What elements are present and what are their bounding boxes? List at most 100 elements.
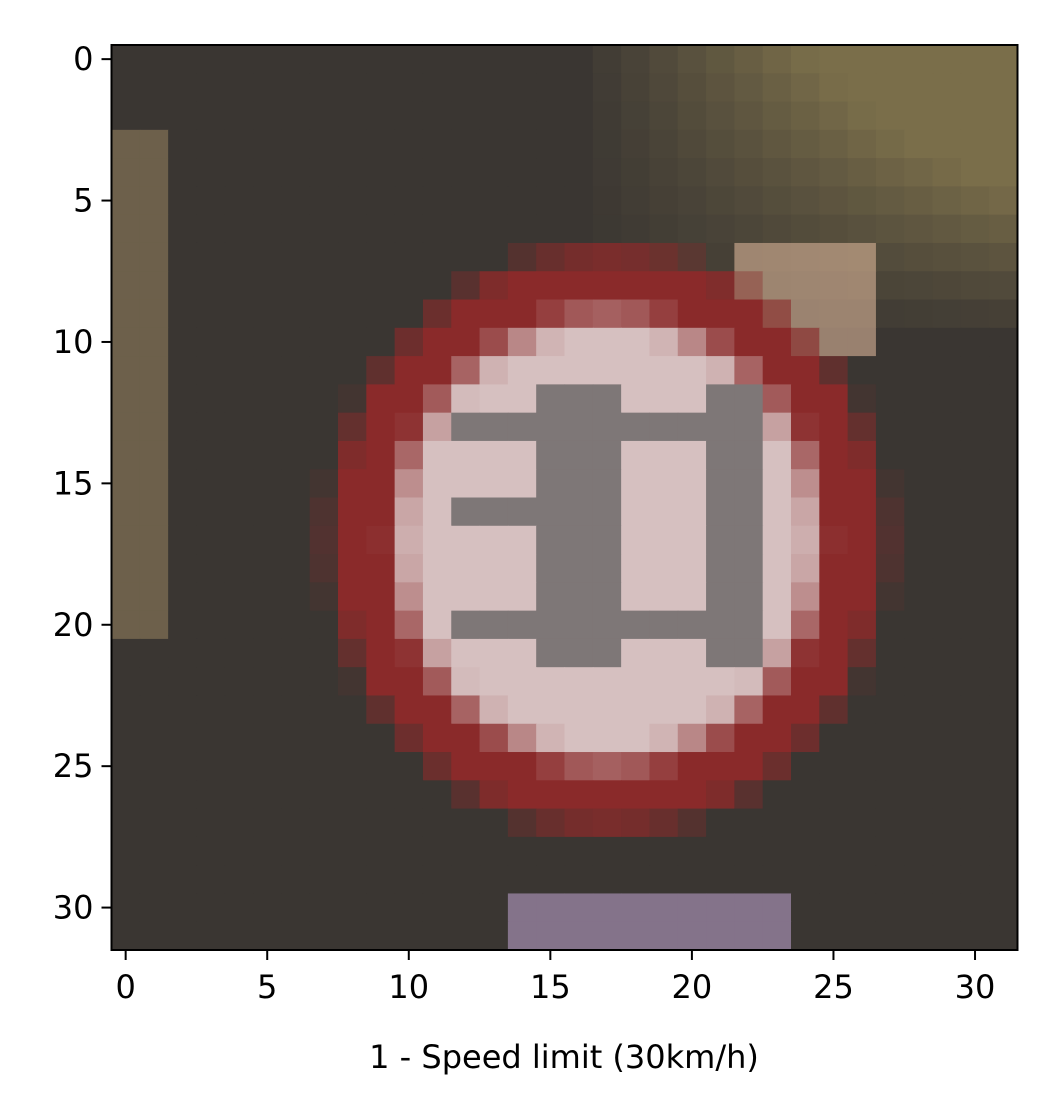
pixel-cell [224, 836, 254, 866]
pixel-cell [960, 921, 990, 951]
pixel-cell [253, 384, 282, 414]
pixel-cell [847, 73, 877, 103]
pixel-cell [706, 752, 735, 781]
pixel-cell [536, 836, 566, 866]
pixel-cell [224, 667, 254, 697]
pixel-cell [536, 440, 566, 470]
pixel-cell [932, 158, 962, 188]
pixel-cell [139, 525, 169, 555]
pixel-cell [734, 299, 764, 329]
pixel-cell [224, 525, 254, 555]
pixel-cell [791, 129, 820, 159]
y-tick-label: 30 [53, 889, 94, 927]
pixel-cell [989, 356, 1019, 385]
pixel-cell [168, 921, 198, 951]
pixel-cell [734, 327, 764, 357]
pixel-cell [819, 582, 849, 612]
pixel-cell [932, 186, 962, 216]
pixel-cell [338, 667, 367, 697]
pixel-cell [706, 893, 735, 923]
pixel-cell [989, 497, 1019, 527]
pixel-cell [281, 695, 311, 725]
pixel-cell [904, 45, 934, 74]
pixel-cell [706, 497, 735, 527]
pixel-cell [989, 780, 1019, 810]
pixel-cell [621, 554, 651, 583]
x-axis: 0 5 10 15 20 25 30 [115, 950, 995, 1006]
pixel-cell [168, 723, 198, 753]
pixel-cell [139, 45, 169, 74]
pixel-cell [960, 45, 990, 74]
pixel-cell [111, 412, 141, 442]
pixel-cell [224, 158, 254, 188]
pixel-cell [706, 865, 735, 895]
pixel-cell [253, 667, 282, 697]
pixel-cell [734, 271, 764, 301]
pixel-cell [253, 808, 282, 838]
pixel-cell [507, 752, 537, 781]
pixel-cell [819, 129, 849, 159]
pixel-cell [819, 695, 849, 725]
pixel-cell [819, 554, 849, 583]
pixel-cell [422, 327, 452, 357]
pixel-cell [394, 893, 424, 923]
pixel-cell [451, 667, 481, 697]
pixel-cell [422, 45, 452, 74]
pixel-cell [904, 356, 934, 385]
pixel-cell [989, 384, 1019, 414]
pixel-cell [875, 695, 905, 725]
pixel-cell [989, 752, 1019, 781]
pixel-cell [479, 384, 509, 414]
pixel-cell [338, 271, 367, 301]
pixel-cell [111, 610, 141, 640]
pixel-cell [536, 73, 566, 103]
pixel-cell [847, 45, 877, 74]
pixel-cell [139, 836, 169, 866]
pixel-cell [139, 469, 169, 499]
pixel-cell [253, 525, 282, 555]
pixel-cell [338, 73, 367, 103]
pixel-cell [394, 525, 424, 555]
pixel-cell [734, 214, 764, 244]
pixel-cell [196, 186, 226, 216]
pixel-cell [875, 440, 905, 470]
pixel-cell [507, 440, 537, 470]
pixel-cell [677, 752, 707, 781]
pixel-cell [196, 865, 226, 895]
pixel-cell [706, 582, 735, 612]
pixel-cell [309, 695, 339, 725]
pixel-cell [592, 893, 622, 923]
pixel-cell [536, 525, 566, 555]
pixel-cell [451, 695, 481, 725]
pixel-cell [422, 384, 452, 414]
pixel-cell [507, 129, 537, 159]
pixel-cell [196, 384, 226, 414]
pixel-cell [422, 554, 452, 583]
pixel-cell [762, 412, 792, 442]
pixel-cell [139, 780, 169, 810]
pixel-cell [394, 865, 424, 895]
pixel-cell [422, 865, 452, 895]
pixel-cell [536, 186, 566, 216]
x-tick-label: 30 [955, 968, 996, 1006]
pixel-cell [366, 893, 396, 923]
pixel-cell [168, 780, 198, 810]
pixel-cell [649, 129, 679, 159]
pixel-cell [338, 129, 367, 159]
pixel-cell [819, 836, 849, 866]
pixel-cell [621, 101, 651, 131]
pixel-cell [904, 497, 934, 527]
pixel-cell [621, 865, 651, 895]
pixel-cell [394, 808, 424, 838]
pixel-cell [621, 45, 651, 74]
pixel-cell [677, 299, 707, 329]
pixel-cell [649, 865, 679, 895]
pixel-cell [281, 525, 311, 555]
pixel-cell [451, 384, 481, 414]
pixel-cell [734, 780, 764, 810]
pixel-cell [168, 440, 198, 470]
pixel-cell [989, 695, 1019, 725]
pixel-cell [762, 582, 792, 612]
pixel-cell [281, 101, 311, 131]
pixel-cell [960, 384, 990, 414]
